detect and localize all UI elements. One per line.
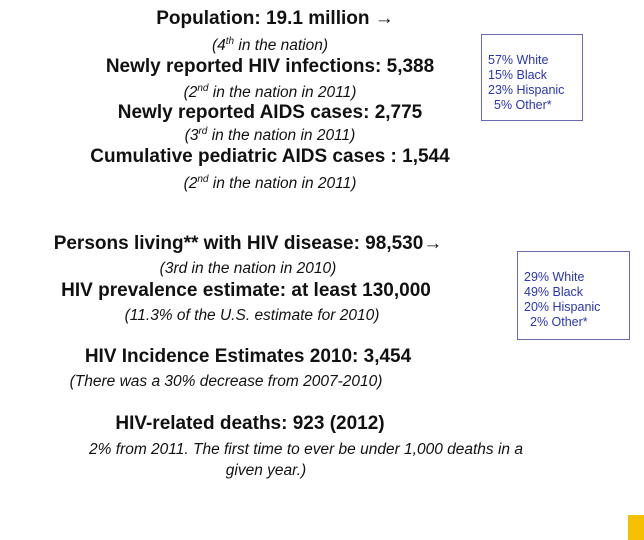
box-line: 2% Other* xyxy=(530,315,588,329)
heading: HIV Incidence Estimates 2010: 3,454 xyxy=(84,346,412,367)
box-line: 5% Other* xyxy=(494,98,552,112)
heading: Population: 19.1 million → xyxy=(156,8,394,29)
heading: Newly reported HIV infections: 5,388 xyxy=(105,56,435,77)
text: (2 xyxy=(183,84,198,102)
note: (2nd in the nation in 2011) xyxy=(184,83,357,102)
demographics-box: 29% White 49% Black 20% Hispanic 2% Other* xyxy=(517,251,630,340)
heading: Newly reported AIDS cases: 2,775 xyxy=(117,102,423,123)
box-line: 23% Hispanic xyxy=(488,83,565,97)
text: (4 xyxy=(211,37,226,55)
text: in the nation) xyxy=(234,37,329,55)
sup: rd xyxy=(198,126,208,137)
sup: nd xyxy=(197,83,209,94)
text: in the nation in 2011) xyxy=(207,127,356,145)
box-line: 15% Black xyxy=(488,68,548,82)
note: (4th in the nation) xyxy=(212,36,328,55)
heading: Persons living** with HIV disease: 98,53… xyxy=(53,233,443,254)
decoration xyxy=(628,515,644,540)
box-line: 29% White xyxy=(524,270,585,284)
box-line: 20% Hispanic xyxy=(524,300,601,314)
text: (2 xyxy=(183,175,198,193)
note: (3rd in the nation in 2011) xyxy=(185,126,356,145)
box-line: 49% Black xyxy=(524,285,584,299)
note: given year.) xyxy=(225,462,307,479)
heading: Cumulative pediatric AIDS cases : 1,544 xyxy=(90,146,450,167)
box-line: 57% White xyxy=(488,53,549,67)
sup: nd xyxy=(197,174,209,185)
heading: HIV prevalence estimate: at least 130,00… xyxy=(61,280,431,301)
demographics-box: 57% White 15% Black 23% Hispanic 5% Other* xyxy=(481,34,583,121)
sup: th xyxy=(225,36,235,47)
note: (2nd in the nation in 2011) xyxy=(184,174,357,193)
note: 2% from 2011. The first time to ever be … xyxy=(89,441,523,458)
heading: HIV-related deaths: 923 (2012) xyxy=(115,413,385,434)
text: in the nation in 2011) xyxy=(208,175,357,193)
text: (3 xyxy=(184,127,199,145)
note: (11.3% of the U.S. estimate for 2010) xyxy=(124,307,380,324)
note: (There was a 30% decrease from 2007-2010… xyxy=(69,373,383,390)
note: (3rd in the nation in 2010) xyxy=(159,260,337,277)
text: in the nation in 2011) xyxy=(208,84,357,102)
